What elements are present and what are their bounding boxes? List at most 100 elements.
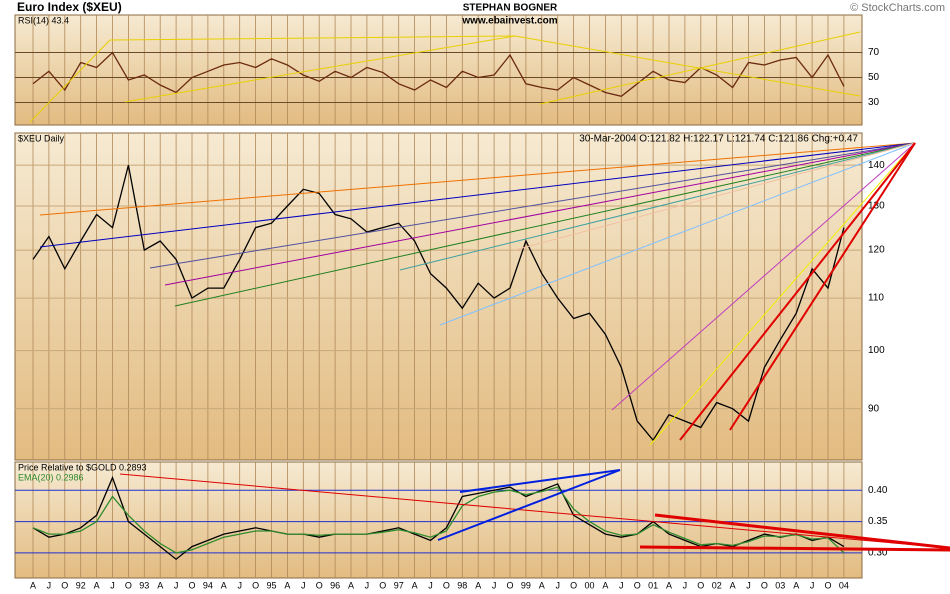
x-tick-label: J xyxy=(619,580,624,590)
fan-line xyxy=(514,142,916,251)
x-tick-label: A xyxy=(348,580,354,590)
x-tick-label: O xyxy=(125,580,132,590)
fan-line xyxy=(679,142,916,441)
x-tick-label: 04 xyxy=(839,580,849,590)
x-tick-label: A xyxy=(730,580,736,590)
chart-title: Euro Index ($XEU) xyxy=(17,0,122,14)
trendline xyxy=(514,35,861,97)
y-tick-label: 110 xyxy=(868,293,884,304)
x-tick-label: A xyxy=(157,580,163,590)
trendlines xyxy=(29,31,950,552)
fan-line xyxy=(149,142,916,269)
x-tick-label: J xyxy=(301,580,306,590)
trendline xyxy=(124,35,516,103)
fan-line xyxy=(439,142,916,326)
series-line xyxy=(32,51,845,98)
x-tick-label: J xyxy=(174,580,179,590)
y-tick-label: 90 xyxy=(868,403,880,414)
x-tick-label: A xyxy=(793,580,799,590)
x-tick-label: J xyxy=(110,580,115,590)
x-tick-label: A xyxy=(221,580,227,590)
y-tick-label: 100 xyxy=(868,345,885,356)
y-tick-label: 0.40 xyxy=(868,485,888,496)
x-tick-label: A xyxy=(602,580,608,590)
x-tick-label: O xyxy=(634,580,641,590)
marks: RSI(14) 43.4 $XEU Daily Price Relative to … xyxy=(18,15,845,561)
x-tick-label: 94 xyxy=(203,580,213,590)
x-tick-label: O xyxy=(443,580,450,590)
x-tick-label: A xyxy=(539,580,545,590)
x-tick-label: 96 xyxy=(330,580,340,590)
trendline xyxy=(29,39,111,123)
x-tick-label: 92 xyxy=(76,580,86,590)
x-tick-label: O xyxy=(188,580,195,590)
trendline xyxy=(654,513,950,550)
fan-line xyxy=(164,142,916,286)
y-tick-label: 70 xyxy=(868,47,880,58)
fan-line xyxy=(729,142,916,431)
y-tick-label: 0.35 xyxy=(868,516,888,527)
x-tick-label: O xyxy=(252,580,259,590)
panel xyxy=(14,14,863,126)
website: www.ebainvest.com xyxy=(461,16,557,27)
x-tick-label: 95 xyxy=(266,580,276,590)
y-tick-label: 120 xyxy=(868,245,885,256)
x-tick-label: J xyxy=(428,580,433,590)
x-tick-label: A xyxy=(666,580,672,590)
x-tick-label: J xyxy=(746,580,751,590)
series-line xyxy=(32,486,845,554)
x-tick-label: O xyxy=(61,580,68,590)
y-tick-label: 30 xyxy=(868,97,880,108)
panels: 30 50 70 90 100 110 120 130 140 0.30 0.35 0.40 xyxy=(14,14,888,579)
x-tick-label: 93 xyxy=(139,580,149,590)
y-tick-label: 130 xyxy=(868,201,885,212)
trendline xyxy=(459,469,621,493)
x-tick-label: A xyxy=(30,580,36,590)
x-tick-label: J xyxy=(810,580,815,590)
x-tick-label: J xyxy=(492,580,497,590)
x-tick-label: O xyxy=(570,580,577,590)
fan-line xyxy=(39,142,916,248)
x-tick-label: J xyxy=(365,580,370,590)
legend-label: $XEU Daily xyxy=(18,133,65,143)
x-tick-label: A xyxy=(94,580,100,590)
ohlc-header: 30-Mar-2004 O:121.82 H:122.17 L:121.74 C… xyxy=(579,134,858,145)
x-tick-label: 99 xyxy=(521,580,531,590)
fan-line xyxy=(174,142,916,307)
credit: © StockCharts.com xyxy=(850,2,945,14)
fan-line xyxy=(611,142,916,411)
x-tick-label: 02 xyxy=(712,580,722,590)
author: STEPHAN BOGNER xyxy=(463,3,558,14)
fan-line xyxy=(39,142,916,216)
trendline xyxy=(639,545,950,552)
y-tick-label: 0.30 xyxy=(868,548,888,559)
x-tick-label: 01 xyxy=(648,580,658,590)
x-tick-label: O xyxy=(824,580,831,590)
legend-label: RSI(14) 43.4 xyxy=(18,15,69,25)
trendline xyxy=(539,31,861,105)
x-tick-label: J xyxy=(237,580,242,590)
x-tick-label: A xyxy=(475,580,481,590)
panel xyxy=(14,132,863,461)
x-tick-label: O xyxy=(379,580,386,590)
x-tick-label: J xyxy=(47,580,52,590)
legend-label: Price Relative to $GOLD 0.2893 xyxy=(18,462,147,472)
x-tick-label: J xyxy=(555,580,560,590)
trendline xyxy=(437,469,621,541)
x-tick-label: O xyxy=(697,580,704,590)
panel xyxy=(14,461,863,579)
x-tick-label: 98 xyxy=(457,580,467,590)
x-tick-label: O xyxy=(506,580,513,590)
x-tick-label: 03 xyxy=(775,580,785,590)
x-tick-label: 97 xyxy=(394,580,404,590)
legend-label: EMA(20) 0.2986 xyxy=(18,472,84,482)
x-tick-label: 00 xyxy=(584,580,594,590)
x-tick-label: O xyxy=(761,580,768,590)
fan-line xyxy=(399,142,916,271)
fan-line xyxy=(649,142,916,446)
series-line xyxy=(32,164,845,442)
trendline xyxy=(119,473,950,549)
trendline xyxy=(109,35,516,41)
